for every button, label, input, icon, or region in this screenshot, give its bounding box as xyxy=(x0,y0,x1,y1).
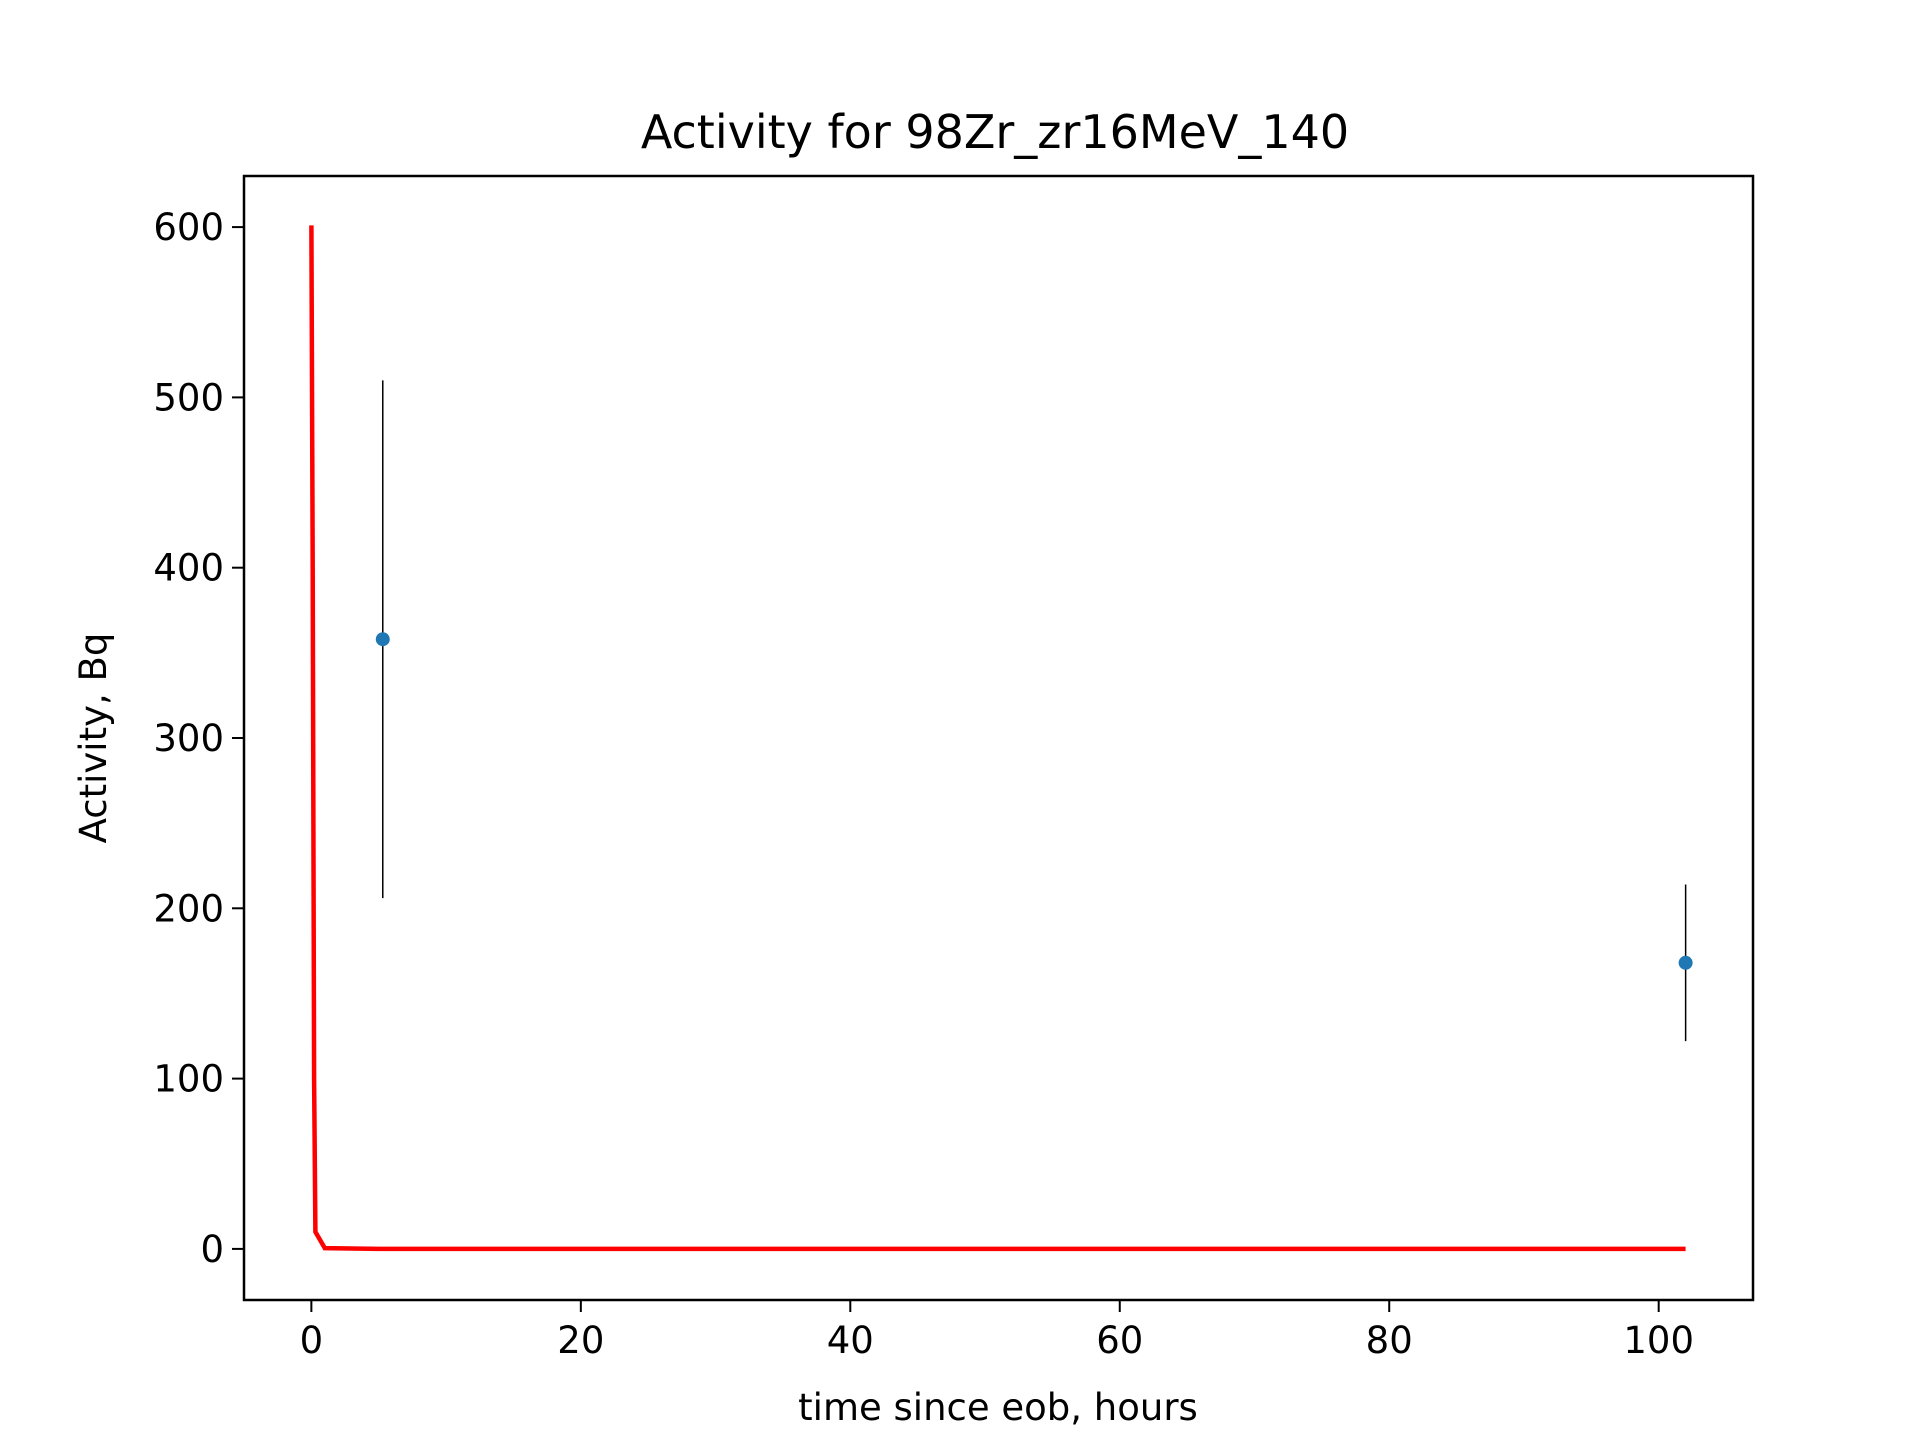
y-tick-label: 0 xyxy=(200,1228,224,1271)
y-tick-label: 100 xyxy=(153,1058,224,1101)
data-point xyxy=(1678,955,1693,970)
x-axis-label: time since eob, hours xyxy=(798,1386,1198,1429)
x-tick-label: 100 xyxy=(1623,1319,1694,1362)
y-axis: 0 100 200 300 400 500 600 xyxy=(153,206,244,1271)
y-tick-label: 500 xyxy=(153,376,224,419)
x-tick-label: 0 xyxy=(300,1319,324,1362)
x-tick-label: 80 xyxy=(1366,1319,1413,1362)
y-axis-label: Activity, Bq xyxy=(72,633,115,844)
x-tick-label: 60 xyxy=(1096,1319,1143,1362)
plot-frame xyxy=(242,174,1755,1302)
fit-curve-line xyxy=(309,225,1686,1252)
y-tick-label: 400 xyxy=(153,547,224,590)
chart-title: Activity for 98Zr_zr16MeV_140 xyxy=(641,105,1349,159)
y-tick-label: 200 xyxy=(153,887,224,930)
y-tick-label: 300 xyxy=(153,717,224,760)
x-axis: 0 20 40 60 80 100 xyxy=(300,1300,1694,1362)
x-tick-label: 40 xyxy=(827,1319,874,1362)
x-tick-label: 20 xyxy=(557,1319,604,1362)
plot-marks xyxy=(309,225,1693,1252)
data-point xyxy=(375,632,390,647)
y-tick-label: 600 xyxy=(153,206,224,249)
